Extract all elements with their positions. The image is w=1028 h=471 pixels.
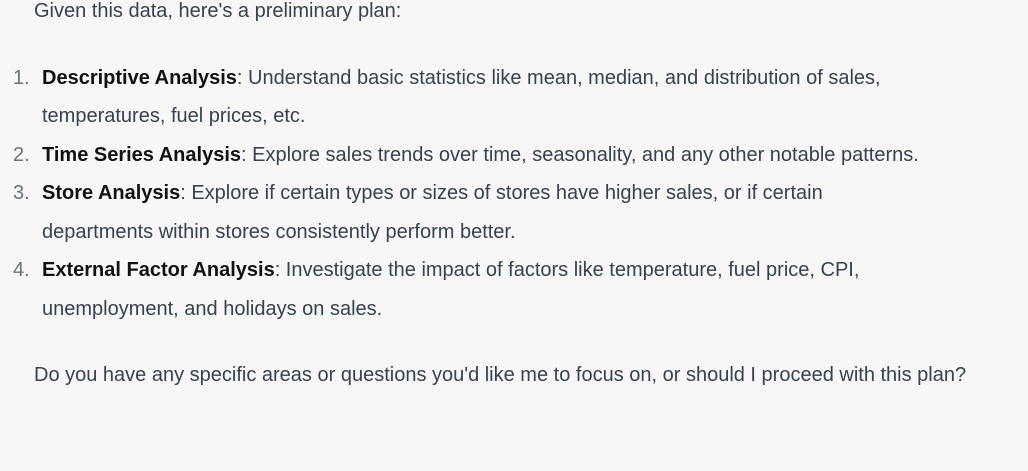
plan-list: 1. Descriptive Analysis: Understand basic… [13,59,994,329]
plan-item-external-factor-analysis: 4. External Factor Analysis: Investigate … [13,251,922,328]
plan-item-descriptive-analysis: 1. Descriptive Analysis: Understand basic… [13,59,922,136]
assistant-message: Given this data, here's a preliminary pl… [13,0,994,395]
plan-item-title: Descriptive Analysis [42,66,237,89]
list-number: 2. [13,143,30,166]
intro-paragraph: Given this data, here's a preliminary pl… [34,0,402,22]
list-number: 1. [13,66,30,89]
plan-item-time-series-analysis: 2. Time Series Analysis: Explore sales tr… [13,136,922,175]
plan-item-text: : Explore if certain types or sizes of s… [42,182,823,243]
plan-item-text: : Investigate the impact of factors like… [42,259,860,320]
plan-item-store-analysis: 3. Store Analysis: Explore if certain typ… [13,174,922,251]
plan-item-title: Time Series Analysis [42,143,242,166]
plan-item-title: External Factor Analysis [42,259,275,281]
plan-item-title: Store Analysis [42,182,181,204]
plan-item-text: : Understand basic statistics like mean,… [42,66,881,128]
list-number: 3. [13,182,30,204]
plan-item-text: : Explore sales trends over time, season… [241,143,919,166]
list-number: 4. [13,259,30,281]
closing-paragraph: Do you have any specific areas or questi… [34,364,967,386]
